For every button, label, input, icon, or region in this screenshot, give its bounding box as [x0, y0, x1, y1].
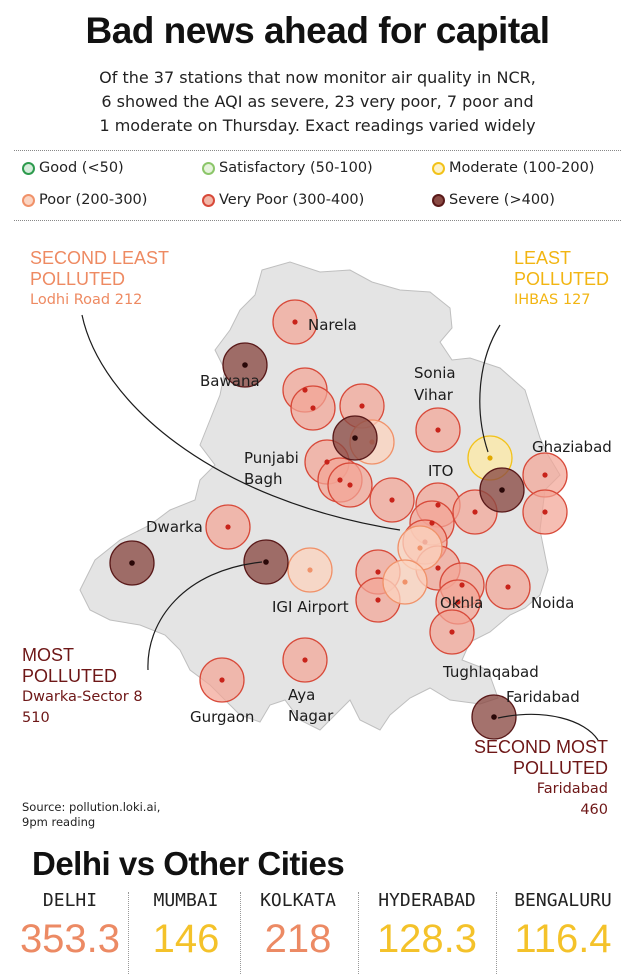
column-divider [128, 892, 129, 974]
callout-most: MOST POLLUTED Dwarka-Sector 8 510 [22, 645, 143, 729]
place-label: Bagh [244, 470, 283, 488]
callout-heading: MOST [22, 645, 74, 665]
legend-satisfactory: Satisfactory (50-100) [202, 160, 373, 176]
callout-heading: POLLUTED [22, 666, 118, 686]
source-line: 9pm reading [22, 815, 96, 829]
legend-severe: Severe (>400) [432, 192, 555, 208]
place-label: Sonia [414, 364, 456, 382]
place-label: Bawana [200, 372, 260, 390]
leader-line [497, 713, 599, 741]
severe-centers [129, 362, 505, 720]
page-title: Bad news ahead for capital [85, 10, 550, 51]
place-label: Ghaziabad [532, 438, 612, 456]
place-label: Dwarka [146, 518, 203, 536]
column-divider [358, 892, 359, 974]
callout-heading: POLLUTED [514, 269, 610, 289]
place-label: Narela [308, 316, 357, 334]
legend-label: Very Poor (300-400) [219, 192, 365, 208]
callout-detail: IHBAS 127 [514, 292, 591, 308]
legend-poor: Poor (200-300) [22, 192, 147, 208]
place-label: Punjabi [244, 449, 299, 467]
severe-swatch-icon [432, 193, 445, 207]
callout-detail: 460 [580, 802, 608, 818]
city-name: KOLKATA [260, 890, 336, 911]
place-label: Tughlaqabad [442, 663, 539, 681]
city-aqi-value: 146 [152, 917, 220, 961]
legend-moderate: Moderate (100-200) [432, 160, 594, 176]
callout-heading: SECOND MOST [473, 737, 608, 757]
place-label: IGI Airport [272, 598, 349, 616]
callout-heading: POLLUTED [512, 758, 608, 778]
divider [14, 220, 621, 221]
city-kolkata: KOLKATA 218 [244, 890, 352, 963]
source-note: Source: pollution.loki.ai, 9pm reading [22, 800, 160, 830]
legend-very-poor: Very Poor (300-400) [202, 192, 364, 208]
place-label: Vihar [414, 386, 454, 404]
place-label: Noida [531, 594, 574, 612]
column-divider [496, 892, 497, 974]
callout-heading: SECOND LEAST [30, 248, 170, 268]
source-line: Source: pollution.loki.ai, [22, 800, 161, 814]
city-name: MUMBAI [153, 890, 219, 911]
subtitle-line: 6 showed the AQI as severe, 23 very poor… [101, 92, 534, 111]
city-aqi-value: 218 [264, 917, 332, 961]
divider [14, 150, 621, 151]
legend-label: Good (<50) [39, 160, 124, 176]
place-label: Aya [288, 686, 315, 704]
subtitle-line: 1 moderate on Thursday. Exact readings v… [99, 116, 536, 135]
callout-second-most: SECOND MOST POLLUTED Faridabad 460 [450, 737, 608, 821]
callout-detail: Lodhi Road 212 [30, 292, 143, 308]
callout-detail: Dwarka-Sector 8 [22, 689, 143, 705]
legend-label: Moderate (100-200) [449, 160, 595, 176]
city-aqi-value: 353.3 [19, 917, 121, 961]
city-name: DELHI [42, 890, 98, 911]
place-label: Nagar [288, 707, 334, 725]
subtitle-line: Of the 37 stations that now monitor air … [99, 68, 536, 87]
column-divider [240, 892, 241, 974]
good-swatch-icon [22, 161, 35, 175]
callout-detail: Faridabad [536, 781, 608, 797]
city-aqi-value: 116.4 [514, 917, 612, 961]
subtitle: Of the 37 stations that now monitor air … [20, 66, 615, 138]
satisfactory-swatch-icon [202, 161, 215, 175]
city-name: HYDERABAD [378, 890, 476, 911]
poor-swatch-icon [22, 193, 35, 207]
ncr-map: Narela Bawana Sonia Vihar Punjabi Bagh I… [79, 261, 612, 741]
city-bengaluru: BENGALURU 116.4 [500, 890, 626, 963]
very-poor-swatch-icon [202, 193, 215, 207]
comparison-title: Delhi vs Other Cities [32, 845, 345, 882]
city-hyderabad: HYDERABAD 128.3 [362, 890, 492, 963]
callout-detail: 510 [22, 710, 50, 726]
moderate-swatch-icon [432, 161, 445, 175]
legend-good: Good (<50) [22, 160, 124, 176]
legend-label: Satisfactory (50-100) [219, 160, 373, 176]
city-aqi-value: 128.3 [376, 917, 478, 961]
leader-line [81, 314, 401, 531]
place-label: ITO [428, 462, 453, 480]
place-label: Okhla [440, 594, 483, 612]
callout-heading: LEAST [514, 248, 572, 268]
legend-label: Severe (>400) [449, 192, 555, 208]
callout-least: LEAST POLLUTED IHBAS 127 [514, 248, 609, 311]
leader-line [479, 324, 501, 453]
city-delhi: DELHI 353.3 [14, 890, 126, 963]
place-label: Gurgaon [190, 708, 254, 726]
callout-second-least: SECOND LEAST POLLUTED Lodhi Road 212 [30, 248, 169, 311]
city-mumbai: MUMBAI 146 [134, 890, 238, 963]
city-name: BENGALURU [514, 890, 612, 911]
callout-heading: POLLUTED [30, 269, 126, 289]
legend-label: Poor (200-300) [39, 192, 148, 208]
leader-line [147, 561, 263, 671]
place-label: Faridabad [506, 688, 580, 706]
